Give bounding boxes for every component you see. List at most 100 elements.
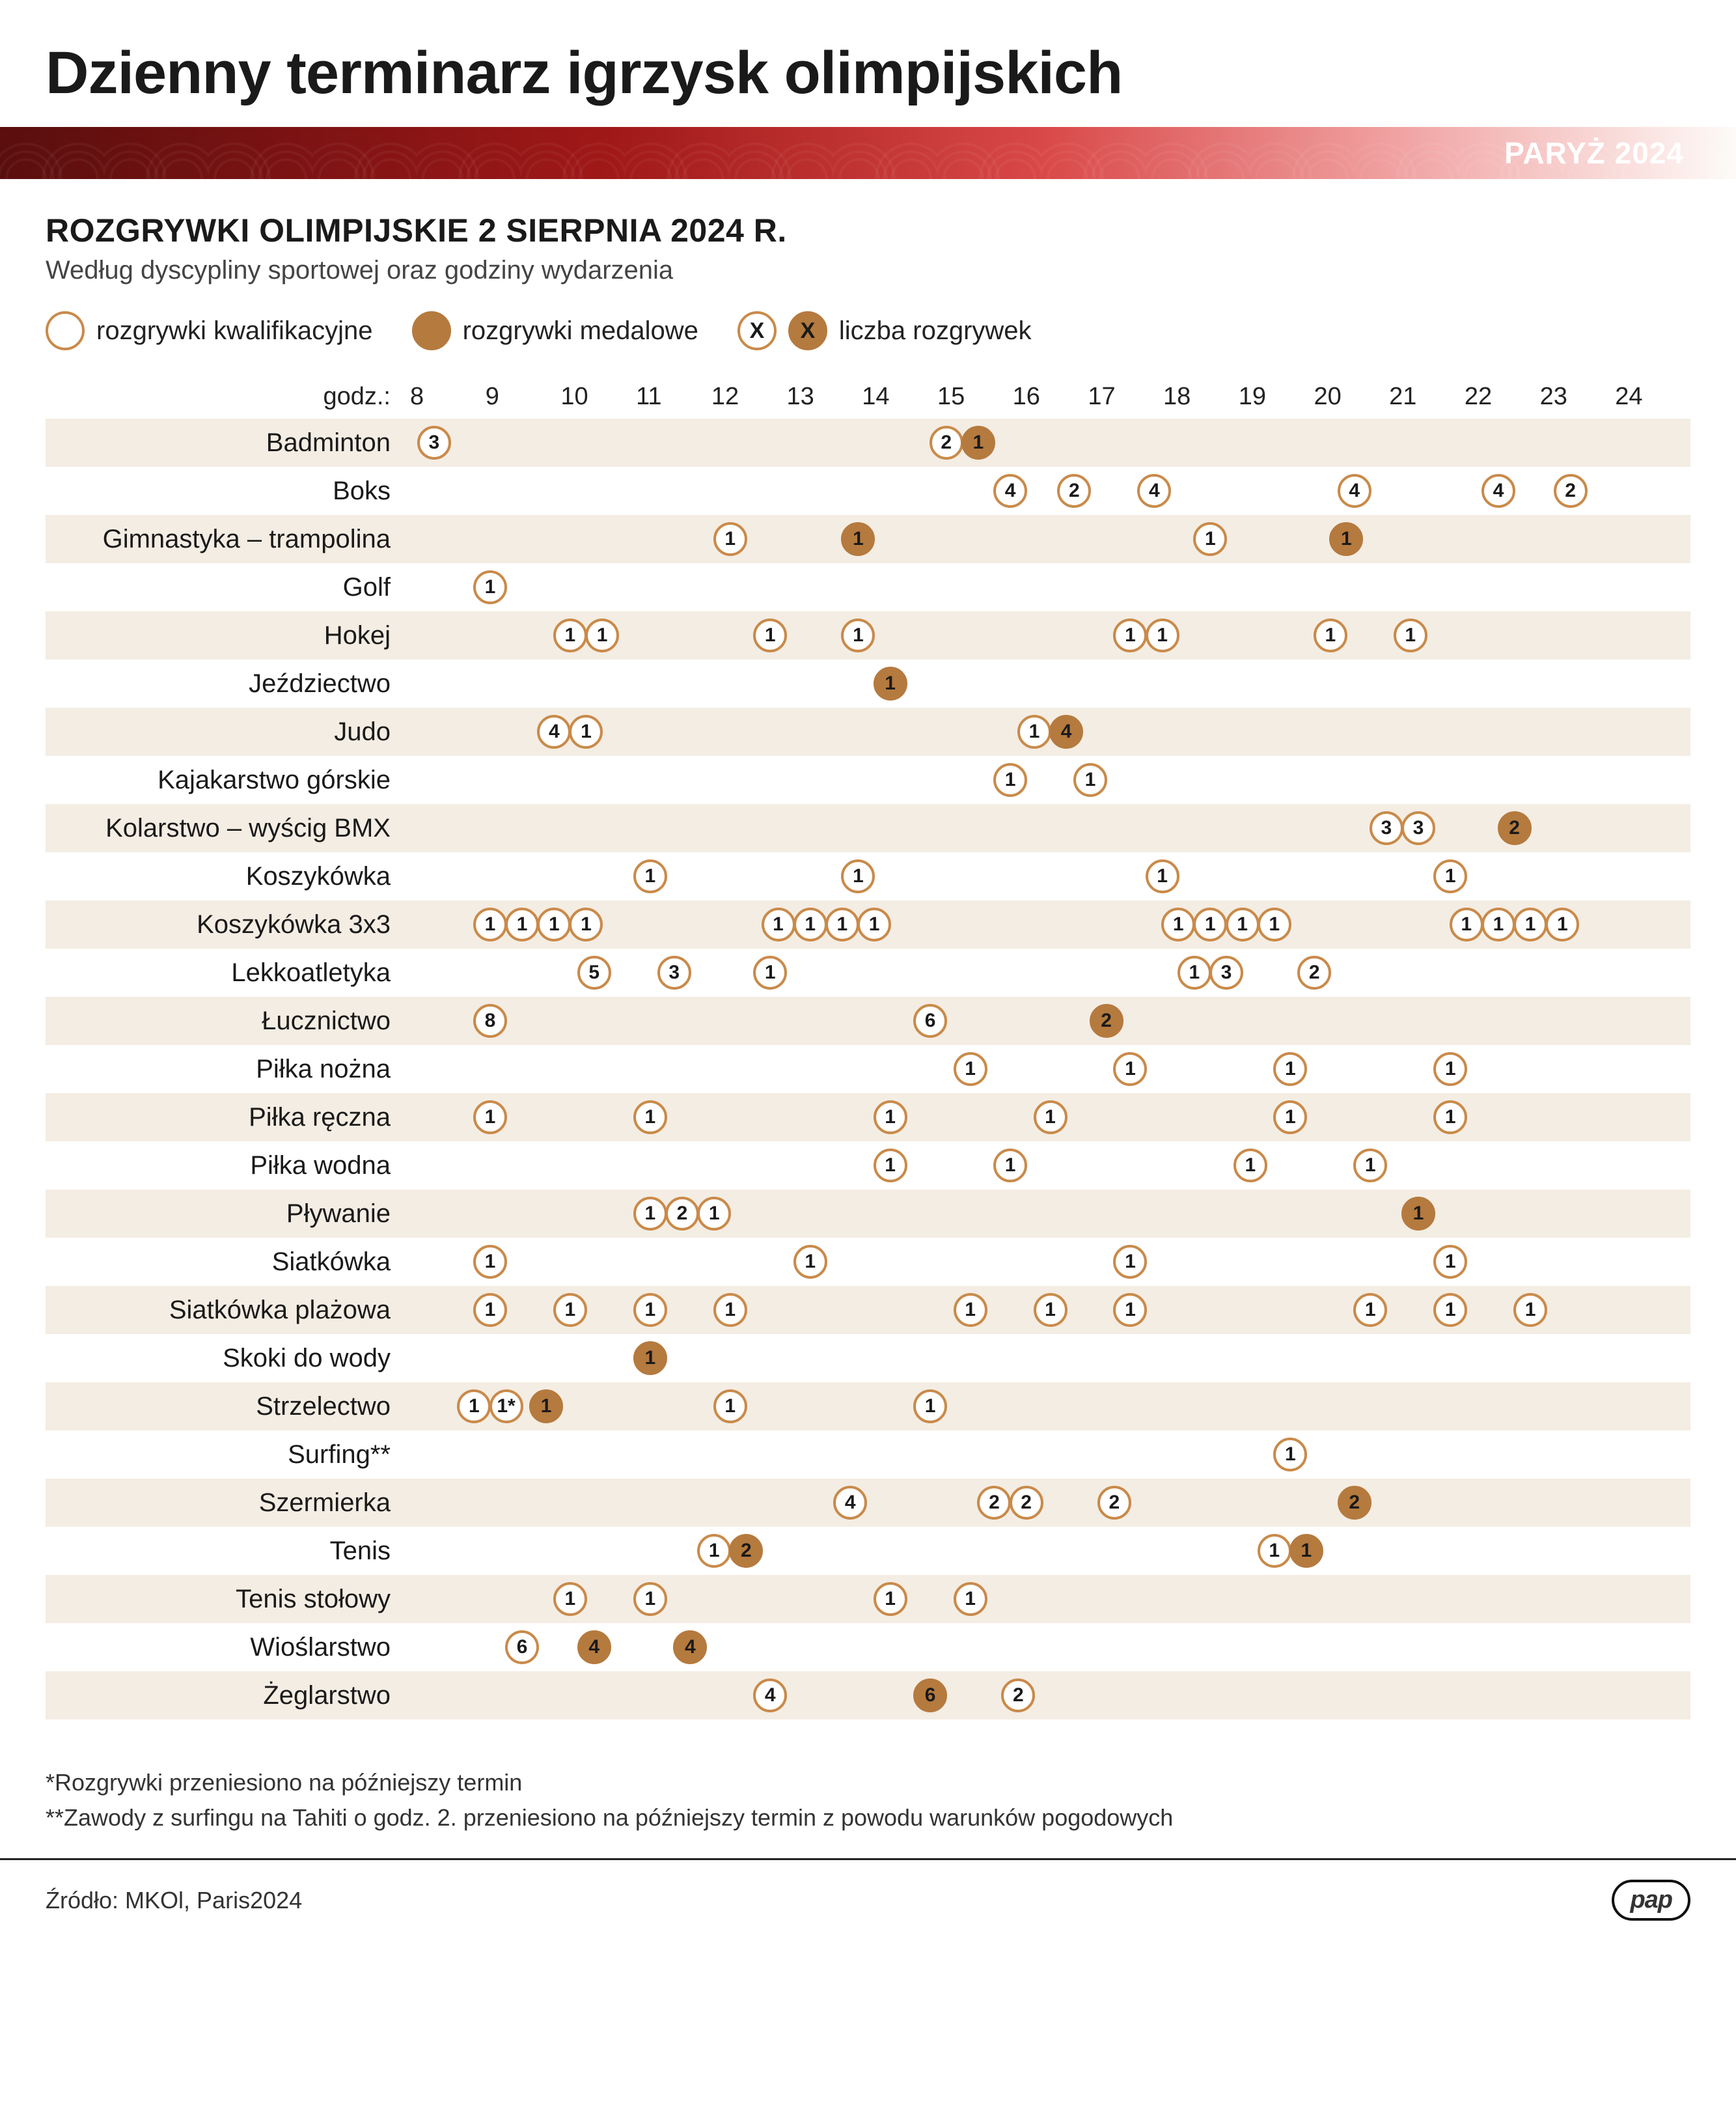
event-qual: 1 xyxy=(1481,908,1515,941)
sport-label: Jeździectwo xyxy=(46,669,410,699)
table-row: Kolarstwo – wyścig BMX332 xyxy=(46,804,1690,852)
sport-label: Wioślarstwo xyxy=(46,1633,410,1662)
table-row: Pływanie1211 xyxy=(46,1190,1690,1238)
event-qual: 1 xyxy=(505,908,539,941)
hour-tick: 14 xyxy=(862,383,937,411)
sport-label: Siatkówka xyxy=(46,1247,410,1277)
table-row: Piłka wodna1111 xyxy=(46,1141,1690,1190)
table-row: Surfing**1 xyxy=(46,1430,1690,1479)
event-qual: 1 xyxy=(874,1148,907,1182)
table-row: Lekkoatletyka531132 xyxy=(46,949,1690,997)
footnotes: *Rozgrywki przeniesiono na późniejszy te… xyxy=(0,1746,1736,1842)
legend-medal-label: rozgrywki medalowe xyxy=(463,316,698,346)
event-qual: 1 xyxy=(633,859,667,893)
event-qual: 1 xyxy=(1273,1100,1307,1134)
event-qual: 1 xyxy=(841,859,875,893)
legend: rozgrywki kwalifikacyjne rozgrywki medal… xyxy=(46,311,1690,350)
sport-track: 4114 xyxy=(410,708,1690,756)
event-qual: 1 xyxy=(762,908,795,941)
event-qual: 2 xyxy=(1554,474,1588,508)
table-row: Badminton321 xyxy=(46,419,1690,467)
sport-track: 1 xyxy=(410,1430,1690,1479)
event-qual: 3 xyxy=(1370,811,1403,845)
event-qual: 1 xyxy=(1113,619,1147,652)
table-row: Tenis stołowy1111 xyxy=(46,1575,1690,1623)
event-qual: 1 xyxy=(1433,859,1467,893)
event-qual: 1 xyxy=(473,908,507,941)
sport-track: 1111 xyxy=(410,1045,1690,1093)
sport-label: Koszykówka 3x3 xyxy=(46,910,410,940)
sport-track: 1111111111111111 xyxy=(410,900,1690,949)
table-row: Boks424442 xyxy=(46,467,1690,515)
sport-track: 1111 xyxy=(410,515,1690,563)
sport-track: 862 xyxy=(410,997,1690,1045)
footnote-2: **Zawody z surfingu na Tahiti o godz. 2.… xyxy=(46,1800,1690,1835)
event-medal: 1 xyxy=(874,667,907,701)
source-bar: Źródło: MKOl, Paris2024 pap xyxy=(0,1858,1736,1940)
hour-tick: 18 xyxy=(1163,383,1239,411)
circle-count-medal-icon: X xyxy=(788,311,827,350)
event-qual: 6 xyxy=(913,1004,947,1038)
event-qual: 1 xyxy=(569,715,603,749)
sport-label: Hokej xyxy=(46,621,410,650)
table-row: Gimnastyka – trampolina1111 xyxy=(46,515,1690,563)
event-qual: 1 xyxy=(569,908,603,941)
event-qual: 1 xyxy=(553,1582,587,1616)
hour-tick: 22 xyxy=(1465,383,1540,411)
table-row: Jeździectwo 1 xyxy=(46,660,1690,708)
hour-tick: 16 xyxy=(1013,383,1088,411)
event-qual: 1 xyxy=(553,1293,587,1327)
table-row: Koszykówka1111 xyxy=(46,852,1690,900)
sport-track: 11111111 xyxy=(410,611,1690,660)
table-row: Wioślarstwo644 xyxy=(46,1623,1690,1671)
event-qual: 4 xyxy=(833,1486,867,1520)
circle-count-qual-icon: X xyxy=(737,311,777,350)
event-qual: 1 xyxy=(473,1100,507,1134)
legend-qual-label: rozgrywki kwalifikacyjne xyxy=(96,316,373,346)
legend-medal: rozgrywki medalowe xyxy=(412,311,698,350)
sport-track: 644 xyxy=(410,1623,1690,1671)
circle-qual-icon xyxy=(46,311,85,350)
sport-track: 332 xyxy=(410,804,1690,852)
event-qual: 1 xyxy=(1353,1293,1387,1327)
event-qual: 4 xyxy=(537,715,571,749)
sport-label: Strzelectwo xyxy=(46,1392,410,1421)
sport-label: Siatkówka plażowa xyxy=(46,1296,410,1325)
event-qual: 1 xyxy=(1226,908,1260,941)
table-row: Koszykówka 3x31111111111111111 xyxy=(46,900,1690,949)
sport-label: Łucznictwo xyxy=(46,1007,410,1036)
sport-label: Piłka nożna xyxy=(46,1055,410,1084)
event-qual: 4 xyxy=(1481,474,1515,508)
hour-axis: godz.: 89101112131415161718192021222324 xyxy=(46,383,1690,411)
event-qual: 3 xyxy=(657,956,691,990)
banner: PARYŻ 2024 xyxy=(0,127,1736,179)
table-row: Strzelectwo11*111 xyxy=(46,1382,1690,1430)
event-qual: 1 xyxy=(1433,1245,1467,1279)
event-qual: 1 xyxy=(825,908,859,941)
event-qual: 1 xyxy=(993,1148,1027,1182)
event-qual: 1 xyxy=(537,908,571,941)
table-row: Szermierka42222 xyxy=(46,1479,1690,1527)
event-qual: 1 xyxy=(874,1582,907,1616)
event-qual: 1 xyxy=(1034,1100,1068,1134)
sport-track: 1111 xyxy=(410,852,1690,900)
sport-track: 42222 xyxy=(410,1479,1690,1527)
event-qual: 4 xyxy=(993,474,1027,508)
table-row: Siatkówka1111 xyxy=(46,1238,1690,1286)
event-medal: 1 xyxy=(1329,522,1363,556)
footnote-1: *Rozgrywki przeniesiono na późniejszy te… xyxy=(46,1765,1690,1800)
event-qual: 1 xyxy=(713,1293,747,1327)
sport-label: Judo xyxy=(46,717,410,747)
legend-count-label: liczba rozgrywek xyxy=(839,316,1032,346)
sport-label: Piłka wodna xyxy=(46,1151,410,1180)
event-qual: 1 xyxy=(1073,763,1107,797)
sport-track: 1 xyxy=(410,1334,1690,1382)
hour-tick: 11 xyxy=(636,383,711,411)
event-qual: 1 xyxy=(1193,908,1227,941)
subhead: ROZGRYWKI OLIMPIJSKIE 2 SIERPNIA 2024 R. xyxy=(46,212,1690,249)
sport-track: 1111 xyxy=(410,1238,1690,1286)
event-qual: 4 xyxy=(753,1678,787,1712)
event-medal: 1 xyxy=(1401,1197,1435,1231)
subtitle: Według dyscypliny sportowej oraz godziny… xyxy=(46,256,1690,285)
table-row: Piłka ręczna111111 xyxy=(46,1093,1690,1141)
